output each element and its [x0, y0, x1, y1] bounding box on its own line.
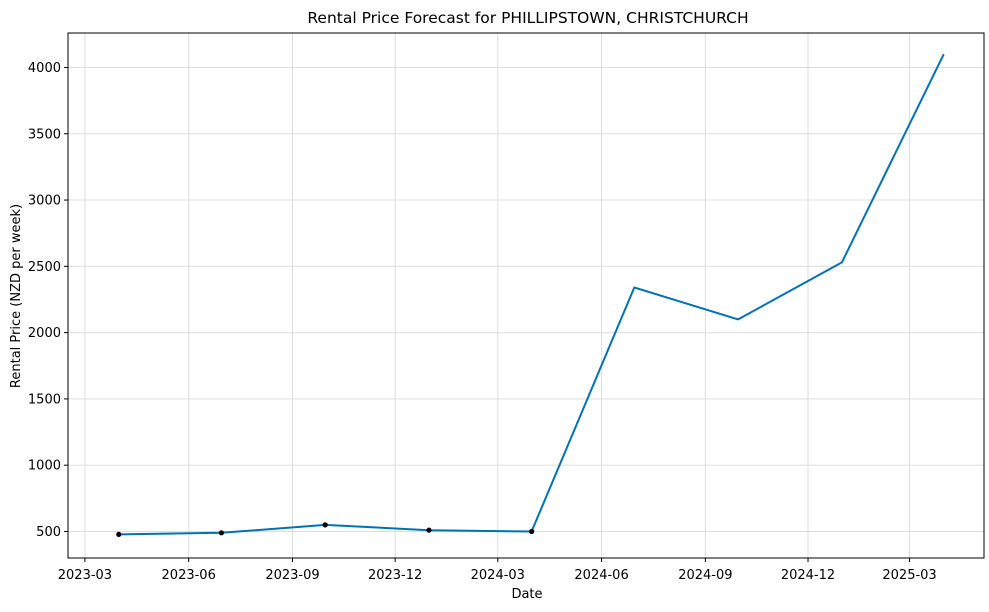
y-tick-label: 500: [36, 525, 61, 540]
observed-data-point: [322, 522, 328, 528]
x-tick-label: 2023-03: [58, 568, 112, 583]
y-tick-label: 2500: [28, 260, 61, 275]
plot-frame: [67, 32, 985, 559]
y-tick-label: 3500: [28, 127, 61, 142]
grid-lines: [68, 33, 984, 558]
x-tick-label: 2024-09: [678, 568, 732, 583]
x-tick-label: 2025-03: [882, 568, 936, 583]
observed-data-point: [218, 530, 225, 536]
observed-data-point: [116, 531, 122, 538]
y-tick-label: 4000: [28, 61, 61, 76]
x-tick-label: 2023-12: [368, 568, 422, 583]
y-tick-label: 1500: [28, 392, 61, 407]
x-tick-label: 2024-12: [781, 568, 835, 583]
y-tick-label: 3000: [28, 194, 61, 209]
observed-data-point: [426, 527, 432, 533]
x-axis-ticks: 2023-03 2023-06 2023-09 2023-12 2024-03 2024-…: [58, 558, 937, 583]
x-tick-label: 2023-09: [265, 568, 319, 583]
y-axis-ticks: 500 1000 1500 2000 2500 3000 3500 4000: [28, 61, 68, 540]
x-tick-label: 2023-06: [162, 568, 216, 583]
y-axis-label: Rental Price (NZD per week): [9, 204, 24, 388]
x-tick-label: 2024-03: [471, 568, 525, 583]
chart-title: Rental Price Forecast for PHILLIPSTOWN, …: [307, 9, 748, 27]
observed-points: [116, 522, 535, 538]
x-axis-label: Date: [511, 587, 542, 602]
y-tick-label: 1000: [28, 459, 61, 474]
observed-data-point: [529, 528, 535, 535]
y-tick-label: 2000: [28, 326, 61, 341]
x-tick-label: 2024-06: [574, 568, 628, 583]
